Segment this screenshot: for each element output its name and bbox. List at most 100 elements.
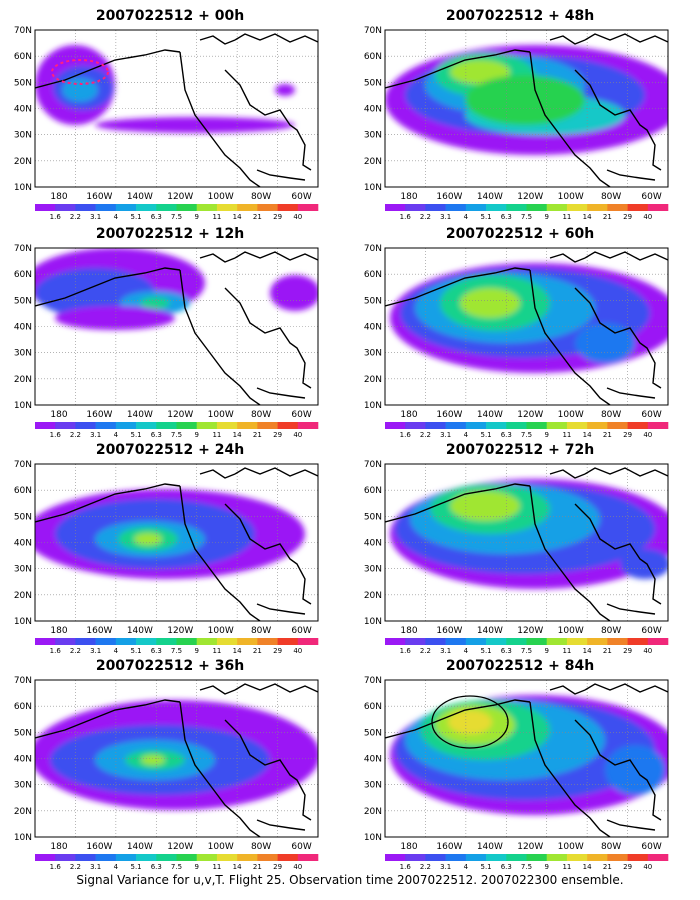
coastline (574, 503, 662, 605)
colorbar-label: 21 (603, 647, 612, 655)
colorbar-swatch (55, 638, 76, 645)
panel-title: 2007022512 + 00h (95, 8, 245, 24)
colorbar-swatch (216, 638, 238, 645)
colorbar-label: 1.6 (400, 431, 412, 439)
colorbar-swatch (75, 422, 96, 429)
colorbar-label: 40 (643, 647, 652, 655)
colorbar-swatch (486, 638, 507, 645)
variance-contour (460, 288, 520, 318)
latitude-label: 30N (14, 349, 32, 359)
colorbar-label: 4 (464, 213, 469, 221)
variance-contour (270, 275, 318, 311)
variance-map: 70N 60N 50N 40N 30N 20N 10N 180 160W 140W 120W 100W… (14, 26, 319, 221)
latitude-label: 60N (364, 702, 382, 712)
latitude-label: 40N (364, 323, 382, 333)
colorbar-swatch (115, 854, 137, 861)
variance-contour (134, 533, 162, 545)
variance-contour (275, 84, 295, 96)
longitude-label: 60W (641, 192, 661, 202)
colorbar-label: 29 (623, 213, 632, 221)
coastline (179, 269, 261, 405)
colorbar-swatch (546, 854, 568, 861)
coastline (179, 701, 261, 837)
variance-map: 70N 60N 50N 40N 30N 20N 10N 180 160W 140W 120W 100W… (364, 676, 669, 871)
latitude-label: 70N (364, 26, 382, 36)
colorbar-swatch (297, 204, 319, 211)
coastline (256, 169, 306, 181)
coastline (199, 253, 236, 263)
latitude-label: 50N (14, 296, 32, 306)
colorbar-label: 40 (293, 647, 302, 655)
colorbar-swatch (425, 204, 446, 211)
coastline (606, 169, 656, 181)
colorbar-swatch (425, 422, 446, 429)
variance-contour (465, 75, 585, 125)
latitude-label: 50N (14, 728, 32, 738)
longitude-label: 80W (251, 842, 271, 852)
colorbar-label: 11 (562, 431, 571, 439)
map-frame (384, 29, 669, 188)
longitude-label: 120W (167, 410, 193, 420)
longitude-label: 100W (558, 192, 584, 202)
colorbar-swatch (647, 204, 669, 211)
panel-title: 2007022512 + 60h (445, 226, 595, 242)
colorbar-swatch (526, 422, 548, 429)
colorbar-swatch (176, 204, 198, 211)
coastline (256, 387, 306, 399)
latitude-label: 10N (14, 833, 32, 843)
latitude-label: 70N (364, 244, 382, 254)
colorbar-label: 40 (643, 213, 652, 221)
colorbar-label: 21 (253, 863, 262, 871)
colorbar-label: 9 (544, 213, 548, 221)
colorbar-label: 1.6 (400, 647, 412, 655)
colorbar-swatch (486, 422, 507, 429)
colorbar-swatch (156, 204, 177, 211)
map-panel: 2007022512 + 72h 70N 60N 50N 40N 30N 20N 10N 180… (350, 434, 690, 655)
coastlines (35, 467, 318, 621)
colorbar-label: 4 (114, 647, 119, 655)
latitude-label: 10N (14, 183, 32, 193)
colorbar-label: 6.3 (151, 647, 162, 655)
colorbar-label: 1.6 (50, 213, 62, 221)
coastline (199, 685, 236, 695)
latitude-label: 70N (364, 460, 382, 470)
colorbar-label: 21 (253, 431, 262, 439)
coastline (179, 485, 261, 621)
longitude-label: 120W (517, 842, 543, 852)
latitude-label: 50N (364, 296, 382, 306)
colorbar-swatch (55, 854, 76, 861)
latitude-label: 30N (364, 781, 382, 791)
colorbar-label: 9 (194, 863, 198, 871)
colorbar-label: 14 (583, 863, 592, 871)
map-frame (384, 463, 669, 622)
coastline (385, 49, 531, 89)
coastline (606, 603, 656, 615)
longitude-label: 140W (127, 842, 153, 852)
colorbar-label: 21 (253, 647, 262, 655)
colorbar-swatch (587, 422, 608, 429)
longitude-label: 60W (291, 626, 311, 636)
longitude-label: 160W (86, 626, 112, 636)
colorbar-label: 14 (233, 213, 242, 221)
colorbar-swatch (257, 638, 278, 645)
coastline (224, 719, 312, 821)
coastlines (385, 683, 668, 837)
colorbar-swatch (465, 638, 487, 645)
colorbar-label: 7.5 (521, 863, 532, 871)
colorbar-swatch (95, 204, 117, 211)
colorbar-label: 29 (273, 431, 282, 439)
colorbar-label: 5.1 (481, 431, 492, 439)
colorbar-swatch (405, 854, 426, 861)
colorbar-swatch (587, 638, 608, 645)
latitude-label: 60N (364, 52, 382, 62)
colorbar-swatch (385, 204, 406, 211)
variance-contour (605, 745, 665, 795)
colorbar-label: 11 (212, 213, 221, 221)
coastline (574, 719, 662, 821)
longitude-label: 180 (50, 410, 67, 420)
longitude-label: 160W (436, 842, 462, 852)
colorbar-swatch (55, 204, 76, 211)
colorbar-label: 9 (544, 863, 548, 871)
map-grid (385, 464, 668, 621)
latitude-label: 30N (14, 565, 32, 575)
